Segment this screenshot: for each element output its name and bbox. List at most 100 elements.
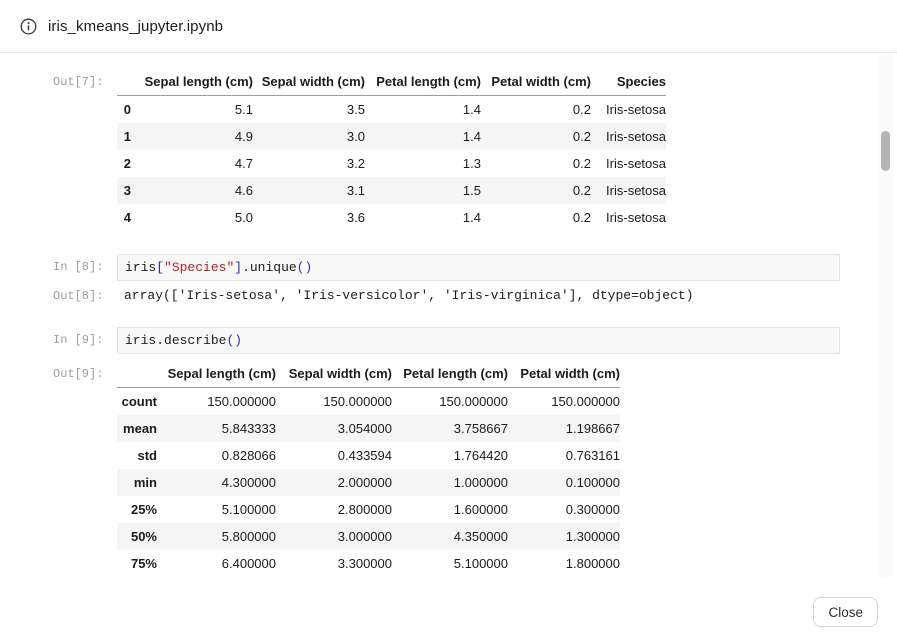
table-cell: 150.000000: [207, 394, 276, 409]
table-cell: 1.3: [462, 156, 481, 171]
row-index: count: [121, 394, 157, 409]
row-index: 0: [123, 102, 131, 117]
table-cell: 4.350000: [453, 529, 508, 544]
table-cell: 5.843333: [221, 421, 276, 436]
table-cell: 5.1: [234, 102, 253, 117]
table-header-row: Sepal length (cm) Sepal width (cm) Petal l…: [117, 360, 620, 388]
table-cell: 3.1: [346, 183, 365, 198]
table-row: 4 5.0 3.6 1.4 0.2 Iris-setosa: [117, 204, 666, 231]
table-cell: Iris-setosa: [606, 129, 666, 144]
table-cell: 150.000000: [323, 394, 392, 409]
table-cell: 4.9: [234, 129, 253, 144]
output-prompt: Out[7]:: [53, 75, 104, 89]
code-token-name: .unique: [242, 260, 297, 275]
column-header: Sepal length (cm): [167, 366, 276, 381]
table-cell: 4.7: [234, 156, 253, 171]
column-header: Petal length (cm): [403, 366, 508, 381]
table-cell: Iris-setosa: [606, 210, 666, 225]
table-cell: 3.758667: [453, 421, 508, 436]
index-header: [117, 360, 157, 388]
table-cell: 1.300000: [565, 529, 620, 544]
notebook-preview: Out[7]: Sepal length (cm) Sepal width (cm…: [0, 54, 860, 577]
table-cell: 4.300000: [221, 475, 276, 490]
row-index: min: [133, 475, 157, 490]
table-row: 50% 5.800000 3.000000 4.350000 1.300000: [117, 523, 620, 550]
row-index: 50%: [130, 529, 157, 544]
table-cell: 1.4: [462, 210, 481, 225]
code-token-string: "Species": [164, 260, 235, 275]
table-cell: 0.2: [572, 102, 591, 117]
table-cell: 0.2: [572, 156, 591, 171]
table-row: min 4.300000 2.000000 1.000000 0.100000: [117, 469, 620, 496]
table-cell: 1.4: [462, 102, 481, 117]
table-header-row: Sepal length (cm) Sepal width (cm) Petal l…: [117, 68, 666, 96]
code-token-name: iris: [125, 260, 157, 275]
column-header: Sepal length (cm): [144, 74, 253, 89]
table-row: mean 5.843333 3.054000 3.758667 1.198667: [117, 415, 620, 442]
input-prompt: In [9]:: [53, 333, 104, 347]
output-prompt: Out[8]:: [53, 289, 104, 303]
input-prompt: In [8]:: [53, 260, 104, 274]
dialog-header: iris_kmeans_jupyter.ipynb: [0, 0, 897, 53]
table-cell: 2.800000: [337, 502, 392, 517]
table-cell: 3.6: [346, 210, 365, 225]
table-row: count 150.000000 150.000000 150.000000 150.0…: [117, 388, 620, 416]
table-cell: 3.000000: [337, 529, 392, 544]
table-cell: 5.100000: [453, 556, 508, 571]
row-index: 3: [123, 183, 131, 198]
table-cell: 4.6: [234, 183, 253, 198]
table-cell: 3.2: [346, 156, 365, 171]
code-token-punct: (): [226, 333, 243, 348]
dialog-title: iris_kmeans_jupyter.ipynb: [48, 17, 224, 35]
code-input[interactable]: iris["Species"].unique(): [117, 254, 840, 281]
table-cell: 2.000000: [337, 475, 392, 490]
notebook-cell: Out[7]: Sepal length (cm) Sepal width (cm…: [53, 68, 860, 231]
table-cell: Iris-setosa: [606, 102, 666, 117]
code-token-punct: (): [296, 260, 313, 275]
table-cell: 5.0: [234, 210, 253, 225]
output-prompt: Out[9]:: [53, 367, 104, 381]
code-token-punct: [: [156, 260, 165, 275]
table-cell: 150.000000: [551, 394, 620, 409]
column-header: Petal width (cm): [491, 74, 591, 89]
table-cell: 0.100000: [565, 475, 620, 490]
table-cell: 0.433594: [337, 448, 392, 463]
table-cell: 0.2: [572, 183, 591, 198]
table-cell: 0.300000: [565, 502, 620, 517]
scrollbar-thumb[interactable]: [881, 131, 890, 171]
table-cell: 0.763161: [565, 448, 620, 463]
table-row: 1 4.9 3.0 1.4 0.2 Iris-setosa: [117, 123, 666, 150]
row-index: 2: [123, 156, 131, 171]
table-cell: 1.000000: [453, 475, 508, 490]
row-index: mean: [123, 421, 157, 436]
code-token-punct: ]: [234, 260, 243, 275]
notebook-cell: In [9]: iris.describe(): [53, 327, 860, 354]
info-icon: [20, 18, 37, 35]
row-index: 1: [123, 129, 131, 144]
table-row: 0 5.1 3.5 1.4 0.2 Iris-setosa: [117, 96, 666, 124]
code-token-name: .describe: [156, 333, 227, 348]
table-row: 75% 6.400000 3.300000 5.100000 1.800000: [117, 550, 620, 577]
table-row: 2 4.7 3.2 1.3 0.2 Iris-setosa: [117, 150, 666, 177]
table-cell: 3.0: [346, 129, 365, 144]
table-cell: 3.054000: [337, 421, 392, 436]
scrollbar-track[interactable]: [878, 54, 893, 577]
code-input[interactable]: iris.describe(): [117, 327, 840, 354]
index-header: [117, 68, 131, 96]
output-text: array(['Iris-setosa', 'Iris-versicolor',…: [124, 288, 694, 303]
table-row: 25% 5.100000 2.800000 1.600000 0.300000: [117, 496, 620, 523]
table-cell: Iris-setosa: [606, 183, 666, 198]
column-header: Petal width (cm): [520, 366, 620, 381]
close-button[interactable]: Close: [813, 597, 878, 627]
table-cell: 0.2: [572, 210, 591, 225]
table-cell: 0.2: [572, 129, 591, 144]
table-cell: 150.000000: [439, 394, 508, 409]
notebook-cell: Out[8]: array(['Iris-setosa', 'Iris-vers…: [53, 288, 860, 303]
row-index: 75%: [130, 556, 157, 571]
row-index: 4: [123, 210, 131, 225]
dataframe-describe-table: Sepal length (cm) Sepal width (cm) Petal l…: [117, 360, 620, 577]
column-header: Sepal width (cm): [288, 366, 392, 381]
table-row: std 0.828066 0.433594 1.764420 0.763161: [117, 442, 621, 469]
table-cell: 3.5: [346, 102, 365, 117]
table-cell: 3.300000: [337, 556, 392, 571]
